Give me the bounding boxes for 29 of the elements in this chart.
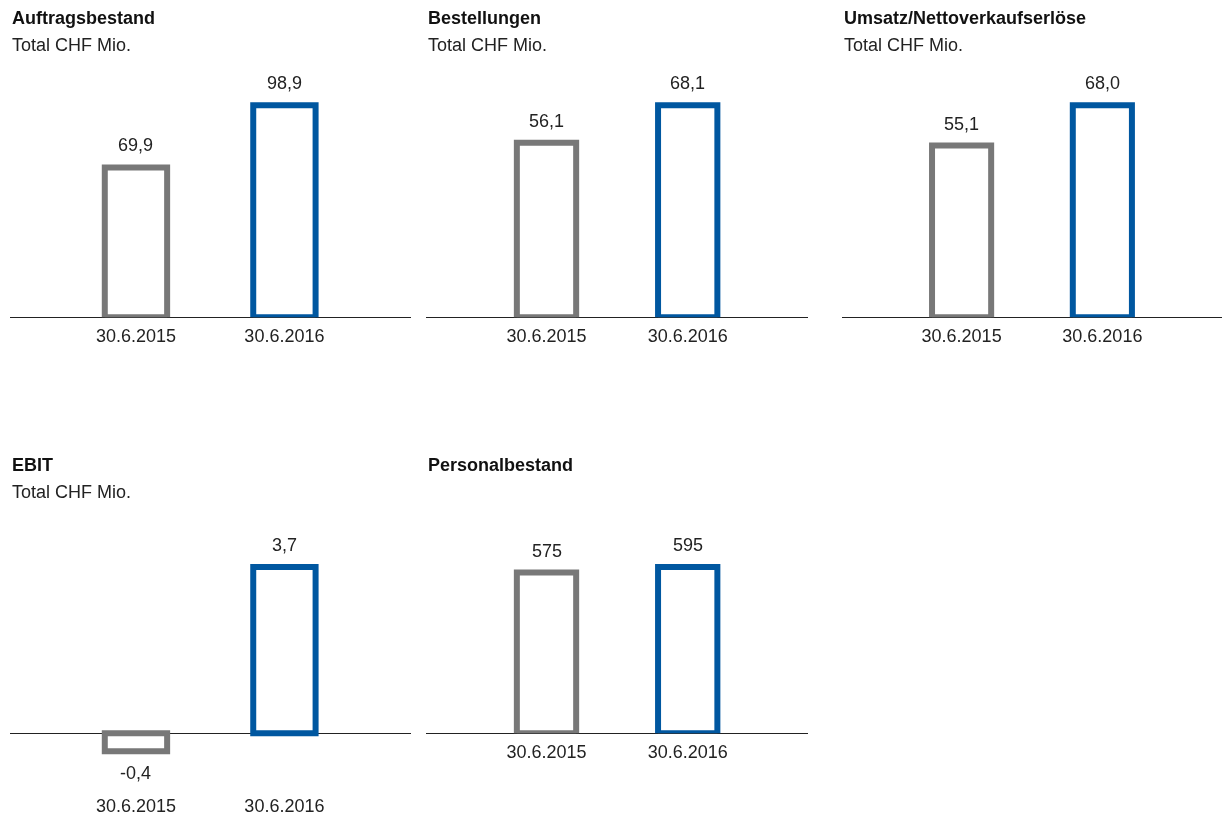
x-tick-label: 30.6.2016 xyxy=(1062,326,1143,347)
x-tick-label: 30.6.2015 xyxy=(506,742,587,763)
chart-title: Personalbestand xyxy=(428,455,574,475)
data-label: 55,1 xyxy=(944,114,980,134)
chart-subtitle: Total CHF Mio. xyxy=(12,35,132,55)
data-label: 98,9 xyxy=(267,73,303,93)
chart-title: Umsatz/Nettoverkaufserlöse xyxy=(844,8,1087,28)
data-label: 56,1 xyxy=(529,111,565,131)
chart-subtitle: Total CHF Mio. xyxy=(12,482,132,502)
x-tick-label: 30.6.2016 xyxy=(647,742,728,763)
data-label: 595 xyxy=(673,535,704,555)
data-label: -0,4 xyxy=(120,763,152,783)
data-label: 68,1 xyxy=(670,73,706,93)
x-tick-label: 30.6.2015 xyxy=(921,326,1002,347)
chart-subtitle: Total CHF Mio. xyxy=(428,35,548,55)
data-label: 575 xyxy=(532,541,563,561)
x-tick-label: 30.6.2015 xyxy=(95,796,176,816)
x-tick-label: 30.6.2015 xyxy=(506,326,587,347)
x-tick-label: 30.6.2016 xyxy=(244,796,325,816)
x-tick-label: 30.6.2016 xyxy=(244,326,325,347)
chart-title: Auftragsbestand xyxy=(12,8,156,28)
chart-title: EBIT xyxy=(12,455,54,475)
data-label: 3,7 xyxy=(272,535,298,555)
chart-title: Bestellungen xyxy=(428,8,542,28)
chart-subtitle: Total CHF Mio. xyxy=(844,35,964,55)
x-tick-label: 30.6.2016 xyxy=(647,326,728,347)
x-tick-label: 30.6.2015 xyxy=(95,326,176,347)
data-label: 69,9 xyxy=(118,135,154,155)
data-label: 68,0 xyxy=(1085,73,1121,93)
